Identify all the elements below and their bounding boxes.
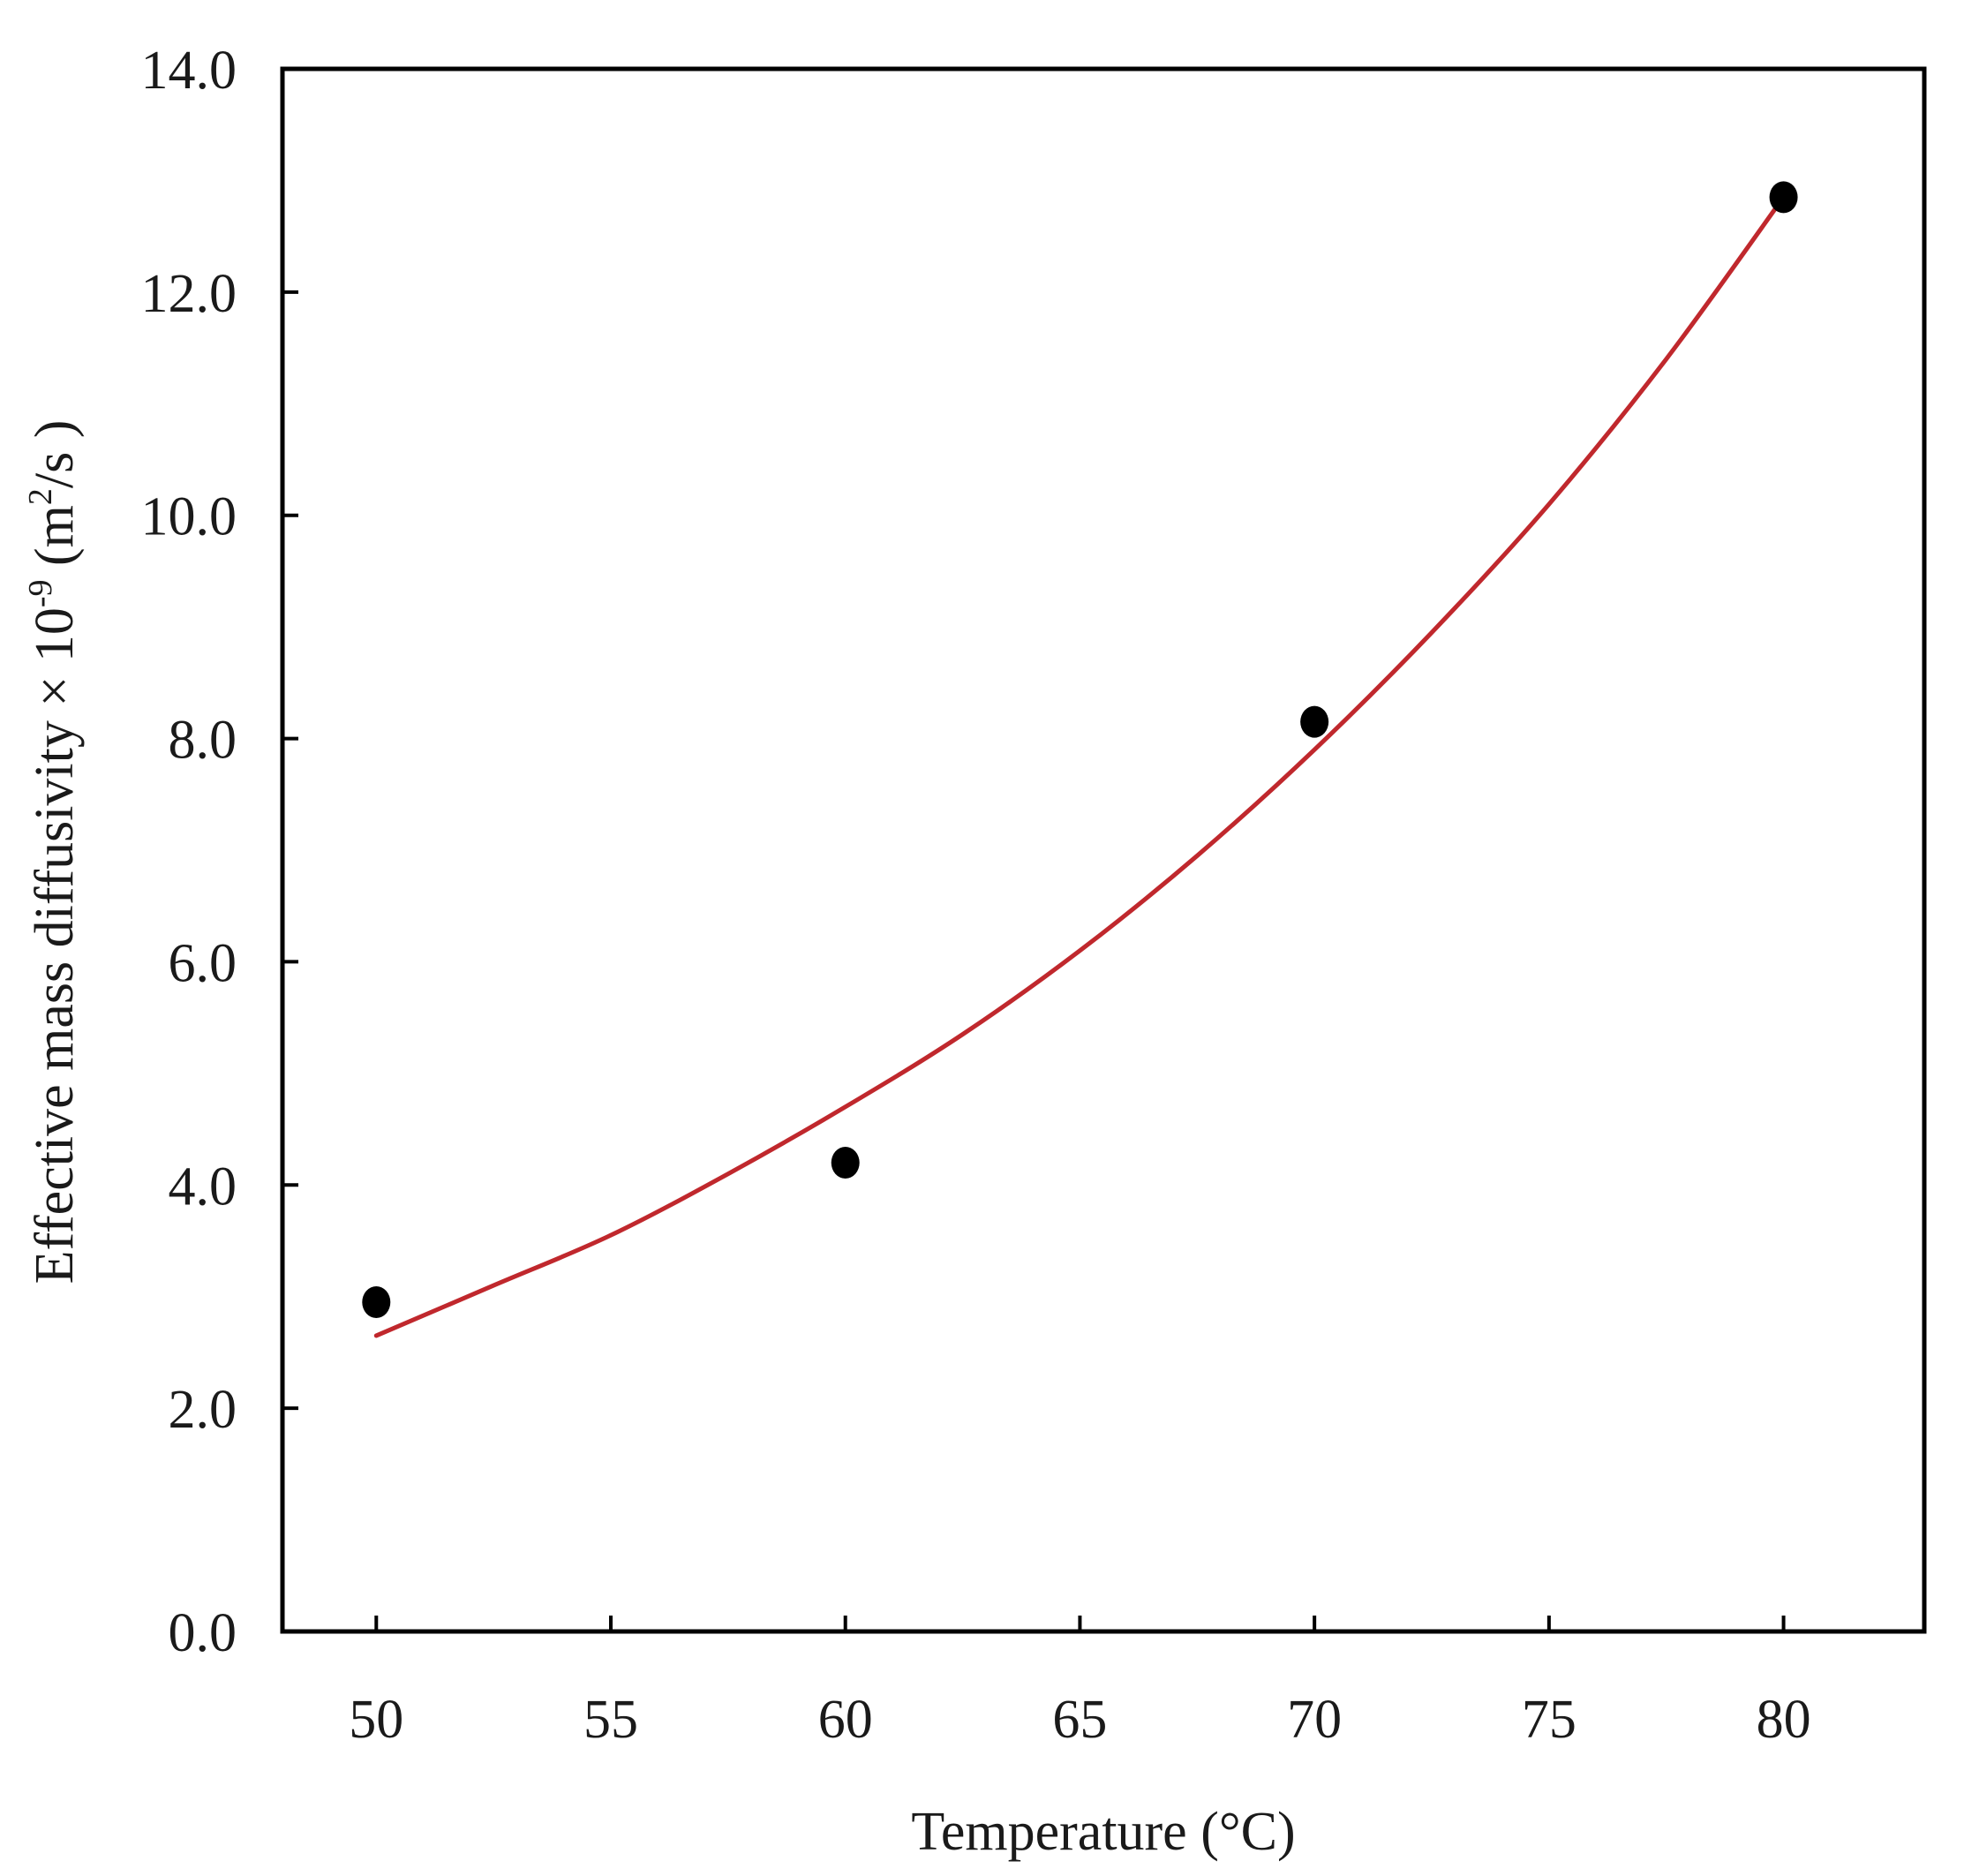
x-tick-label: 60 [818, 1690, 873, 1750]
x-tick-label: 70 [1287, 1690, 1342, 1750]
x-tick-label: 75 [1522, 1690, 1576, 1750]
plot-area-frame [280, 66, 1927, 1634]
y-axis-title-unit-exponent: 2 [22, 488, 59, 505]
data-point [1300, 705, 1329, 738]
data-point [1769, 181, 1798, 214]
y-axis-title-main: Effective mass diffusivity × 10 [25, 607, 85, 1284]
x-tick-label: 80 [1757, 1690, 1811, 1750]
data-point [831, 1147, 860, 1179]
y-axis-title: Effective mass diffusivity × 10-9 (m2/s … [22, 420, 85, 1285]
x-axis-title: Temperature (°C) [911, 1802, 1295, 1862]
y-tick-label: 6.0 [169, 933, 237, 993]
data-point [362, 1286, 391, 1319]
y-tick-label: 12.0 [141, 264, 237, 324]
fit-curve-line [373, 194, 1787, 1338]
y-tick-label: 2.0 [169, 1380, 237, 1440]
y-tick-label: 10.0 [141, 487, 237, 547]
y-axis-title-exponent: -9 [22, 579, 59, 607]
points-layer [362, 181, 1798, 1319]
y-tick-label: 4.0 [169, 1156, 237, 1217]
x-tick-label: 65 [1052, 1690, 1107, 1750]
y-axis-title-unit-close: /s ) [25, 420, 85, 489]
y-tick-label: 0.0 [169, 1603, 237, 1663]
x-tick-label: 50 [349, 1690, 403, 1750]
y-tick-label: 14.0 [141, 41, 237, 101]
ticks-layer: 50 55 60 65 70 75 80 0.0 2.0 4.0 6.0 8.0 10.0 12.0 14.… [141, 41, 1811, 1750]
y-axis-title-unit-open: (m [25, 505, 85, 579]
fit-curve-layer [373, 194, 1787, 1338]
x-tick-label: 55 [583, 1690, 638, 1750]
y-tick-label: 8.0 [169, 711, 237, 771]
